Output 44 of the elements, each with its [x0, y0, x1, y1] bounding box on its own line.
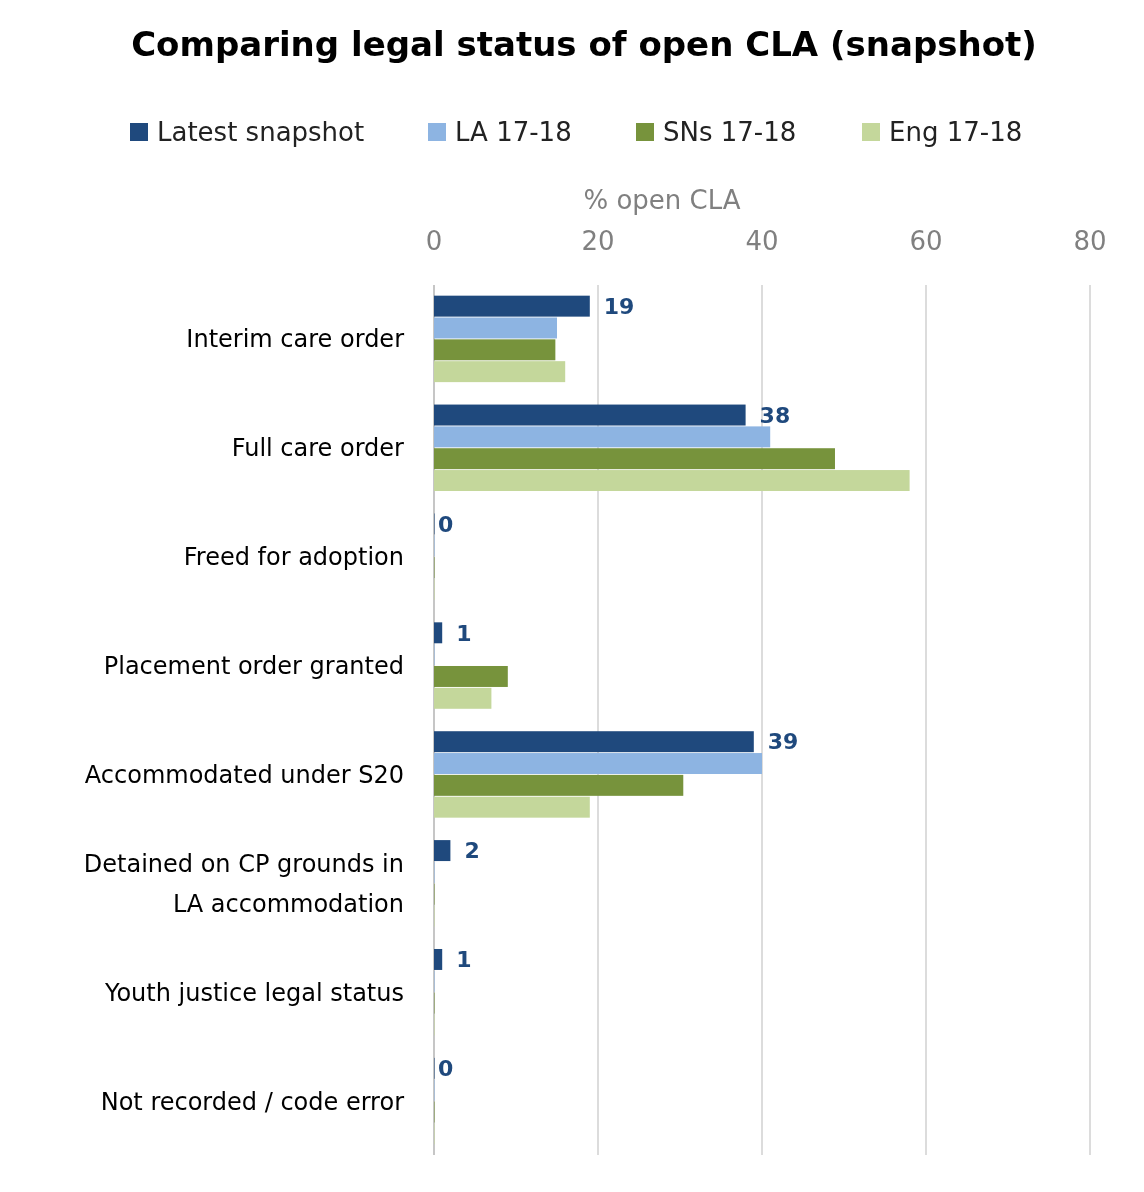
data-label: 39 — [767, 729, 799, 755]
legend-label: Eng 17-18 — [889, 117, 1023, 148]
data-label: 1 — [456, 947, 472, 973]
y-tick-label: Accommodated under S20 — [84, 760, 404, 789]
bar — [434, 731, 754, 753]
y-tick-label: Not recorded / code error — [100, 1087, 405, 1116]
data-label: 2 — [464, 838, 480, 864]
legend-label: Latest snapshot — [157, 117, 365, 148]
data-label: 1 — [456, 620, 472, 646]
x-tick-label: 60 — [909, 226, 943, 257]
data-label: 0 — [438, 511, 454, 537]
bar — [434, 361, 566, 383]
y-tick-label: Freed for adoption — [183, 543, 404, 572]
data-label: 19 — [603, 293, 635, 319]
bar — [434, 317, 557, 339]
x-tick-label: 20 — [581, 226, 615, 257]
y-tick-label: Detained on CP grounds in LA accommodation — [83, 849, 404, 918]
bar — [434, 948, 443, 970]
data-label: 0 — [438, 1056, 454, 1082]
x-tick-label: 80 — [1073, 226, 1107, 257]
bar — [434, 774, 684, 796]
y-tick-label: Full care order — [231, 434, 405, 463]
bar — [434, 753, 762, 775]
y-tick-label: Interim care order — [186, 325, 405, 354]
bar — [434, 339, 556, 361]
bar — [434, 796, 590, 818]
bar — [434, 448, 835, 470]
y-tick-label: Placement order granted — [103, 651, 404, 680]
bar — [434, 687, 492, 709]
chart-title: Comparing legal status of open CLA (snapshot) — [131, 24, 1037, 64]
data-label: 38 — [759, 402, 791, 428]
legend-label: SNs 17-18 — [663, 117, 797, 148]
x-axis-title: % open CLA — [583, 185, 741, 216]
bar — [434, 404, 746, 426]
bar — [434, 665, 508, 687]
bar — [434, 295, 590, 317]
y-tick-label: Youth justice legal status — [103, 978, 404, 1007]
bar — [434, 622, 443, 644]
bar — [434, 426, 771, 448]
bar — [434, 840, 451, 862]
x-tick-label: 40 — [745, 226, 779, 257]
bar — [434, 470, 910, 492]
x-tick-label: 0 — [425, 226, 443, 257]
legend-label: LA 17-18 — [455, 117, 572, 148]
